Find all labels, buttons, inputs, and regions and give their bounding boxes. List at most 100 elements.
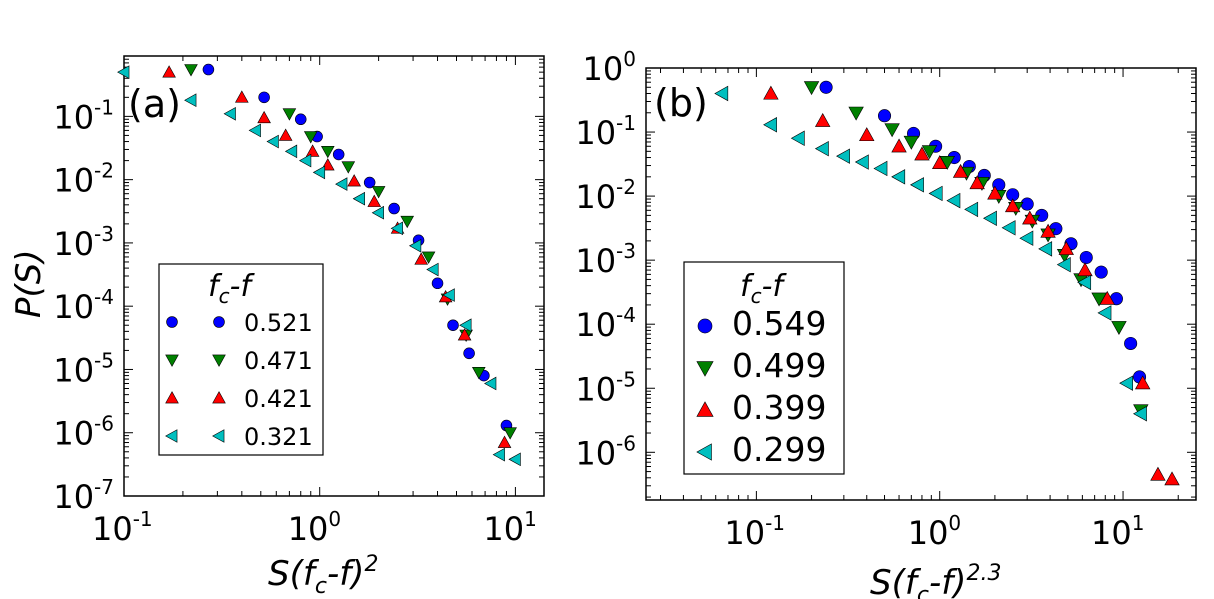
data-point: [964, 201, 979, 218]
data-point: [1119, 375, 1133, 391]
legend-entry-label: 0.321: [244, 423, 313, 451]
legend-entry-label: 0.299: [732, 430, 826, 469]
data-point: [335, 177, 348, 191]
data-point: [1134, 375, 1151, 390]
data-point: [471, 367, 486, 380]
y-tick-label: 10-3: [53, 222, 114, 263]
y-tick-label: 10-1: [575, 111, 636, 152]
data-point: [371, 186, 386, 199]
legend-entry-label: 0.499: [732, 346, 826, 385]
legend-marker: [165, 391, 179, 404]
data-point: [294, 113, 307, 126]
x-tick-label: 100: [288, 507, 341, 548]
data-point: [298, 153, 312, 168]
data-point: [982, 210, 997, 227]
data-point: [819, 80, 833, 94]
data-point: [442, 288, 455, 302]
legend-marker: [697, 318, 713, 334]
data-point: [836, 148, 850, 164]
data-point: [1097, 305, 1112, 321]
data-point: [162, 65, 176, 78]
y-tick-label: 10-6: [53, 412, 114, 453]
data-point: [400, 215, 415, 229]
data-point: [1001, 220, 1016, 236]
legend-marker: [213, 316, 225, 328]
data-point: [371, 205, 384, 220]
data-point: [497, 435, 512, 448]
panel-a-legend-title: fc-f: [208, 269, 255, 308]
data-point: [492, 447, 505, 462]
y-tick-label: 10-5: [575, 367, 636, 408]
panel-a-legend-box: [158, 263, 324, 456]
panel-b-label: (b): [654, 81, 708, 125]
data-point: [457, 328, 472, 341]
data-point: [1124, 336, 1138, 351]
data-point: [431, 277, 444, 290]
data-point: [952, 163, 969, 178]
legend-marker: [212, 391, 226, 404]
legend-marker: [165, 354, 179, 367]
data-point: [987, 185, 1003, 200]
data-point: [1079, 250, 1093, 265]
data-point: [969, 175, 985, 190]
legend-marker: [696, 401, 714, 417]
data-point: [873, 160, 888, 177]
legend-entry-label: 0.549: [732, 304, 826, 343]
data-point: [459, 318, 472, 333]
data-point: [421, 251, 436, 264]
data-point: [202, 63, 215, 76]
data-point: [117, 65, 130, 79]
data-point: [1164, 471, 1180, 486]
data-point: [848, 106, 864, 121]
data-point: [1056, 256, 1071, 273]
panel-a-tick-labels: 10-1 100 101 10-7 10-6 10-5 10-4 10-3 10-2 10-1: [53, 95, 537, 548]
data-point: [223, 106, 236, 121]
data-point: [347, 174, 361, 187]
data-point: [932, 155, 948, 169]
data-point: [1132, 406, 1147, 422]
y-tick-label: 10-2: [53, 159, 114, 200]
data-point: [891, 138, 907, 153]
data-point: [763, 117, 777, 133]
data-point: [1058, 241, 1074, 255]
panel-a-label: (a): [128, 82, 181, 126]
panel-a-series-0.421: [162, 65, 512, 448]
legend-marker: [696, 361, 714, 377]
data-point: [352, 191, 365, 206]
data-point: [388, 202, 400, 215]
data-point: [854, 154, 869, 170]
data-point: [278, 128, 293, 141]
data-point: [910, 177, 924, 193]
data-point: [258, 91, 270, 104]
data-point: [891, 169, 906, 185]
panel-a-x-axis-label: S(fc-f)2: [268, 552, 378, 599]
legend-marker: [212, 429, 225, 443]
data-point: [1094, 265, 1108, 279]
data-point: [1020, 197, 1034, 211]
data-point: [426, 262, 439, 277]
data-point: [1099, 290, 1115, 305]
x-tick-label: 10-1: [92, 507, 153, 548]
legend-marker: [212, 354, 226, 367]
data-point: [508, 452, 521, 467]
data-point: [1019, 230, 1034, 246]
data-point: [884, 123, 900, 138]
y-tick-label: 10-5: [53, 348, 114, 389]
panel-b-tick-labels: 10-1 100 101 10-6 10-5 10-4 10-3 10-2 10-1 100: [575, 47, 1144, 552]
panel-a-ticks: [123, 55, 544, 497]
data-point: [390, 221, 403, 236]
data-point: [914, 146, 930, 161]
data-point: [1150, 466, 1166, 481]
panel-b-data-points: [714, 80, 1180, 486]
panel-b-ticks: [646, 67, 1196, 500]
data-point: [1111, 321, 1127, 335]
data-point: [463, 347, 475, 360]
y-tick-label: 10-2: [575, 175, 636, 216]
panel-a-y-axis-label: P(S): [9, 249, 49, 318]
legend-entry-label: 0.421: [244, 385, 313, 413]
legend-marker: [166, 316, 178, 328]
legend-marker: [696, 443, 712, 461]
data-point: [1004, 198, 1021, 213]
data-point: [305, 144, 320, 157]
